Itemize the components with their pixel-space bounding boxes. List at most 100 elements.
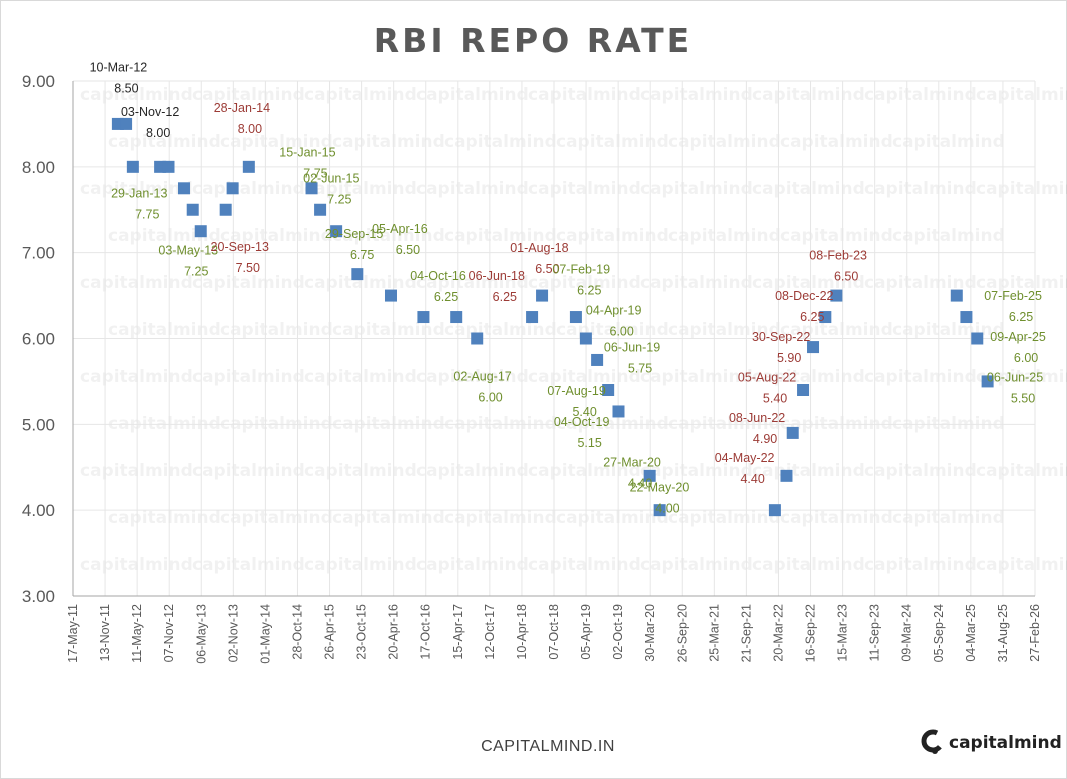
data-label-date: 04-Oct-16 xyxy=(410,269,466,283)
data-label-date: 29-Sep-15 xyxy=(325,227,383,241)
watermark-text: capitalmind xyxy=(640,85,753,105)
watermark-text: capitalmind xyxy=(80,273,193,293)
watermark-text: capitalmind xyxy=(108,226,221,246)
data-point-marker xyxy=(351,268,364,281)
data-point-marker xyxy=(768,504,781,517)
data-point-marker xyxy=(186,203,199,216)
watermark-text: capitalmind xyxy=(752,179,865,199)
data-label-value: 5.40 xyxy=(572,405,596,419)
watermark-text: capitalmind xyxy=(976,461,1067,481)
data-point-marker xyxy=(950,289,963,302)
x-tick-label: 30-Mar-20 xyxy=(643,604,657,662)
data-label-value: 6.25 xyxy=(577,283,601,297)
data-point-marker xyxy=(305,182,318,195)
watermark-text: capitalmind xyxy=(528,461,641,481)
footer-brand: capitalmind xyxy=(949,733,1062,753)
data-point-marker xyxy=(971,332,984,345)
watermark-text: capitalmind xyxy=(108,132,221,152)
data-label-date: 04-Oct-19 xyxy=(554,415,610,429)
data-point-marker xyxy=(780,469,793,482)
x-tick-label: 06-May-13 xyxy=(194,604,208,664)
x-tick-label: 20-Apr-16 xyxy=(387,604,401,660)
watermark-text: capitalmind xyxy=(416,179,529,199)
watermark-text: capitalmind xyxy=(528,273,641,293)
watermark-text: capitalmind xyxy=(304,461,417,481)
data-label-value: 6.25 xyxy=(434,290,458,304)
data-label-date: 04-Apr-19 xyxy=(586,303,642,317)
y-tick-label: 7.00 xyxy=(22,244,55,263)
x-tick-label: 21-Sep-21 xyxy=(739,604,753,662)
watermark-text: capitalmind xyxy=(192,85,305,105)
x-tick-label: 26-Sep-20 xyxy=(675,604,689,662)
data-label-value: 4.40 xyxy=(740,472,764,486)
watermark-text: capitalmind xyxy=(668,132,781,152)
x-tick-label: 25-Mar-21 xyxy=(707,604,721,662)
watermark-text: capitalmind xyxy=(304,179,417,199)
watermark-text: capitalmind xyxy=(80,179,193,199)
data-label-date: 30-Sep-22 xyxy=(752,330,810,344)
x-tick-label: 17-May-11 xyxy=(66,604,80,663)
data-point-marker xyxy=(807,341,820,354)
watermark-text: capitalmind xyxy=(192,367,305,387)
data-point-marker xyxy=(591,353,604,366)
data-label-date: 03-May-13 xyxy=(158,243,218,257)
data-label-date: 07-Feb-19 xyxy=(552,262,610,276)
watermark-text: capitalmind xyxy=(108,320,221,340)
data-label-value: 6.50 xyxy=(535,262,559,276)
watermark-text: capitalmind xyxy=(892,508,1005,528)
watermark-text: capitalmind xyxy=(416,367,529,387)
data-label-date: 07-Feb-25 xyxy=(984,289,1042,303)
x-tick-label: 02-Oct-19 xyxy=(611,604,625,660)
y-tick-label: 3.00 xyxy=(22,587,55,606)
x-tick-label: 27-Feb-26 xyxy=(1028,604,1042,662)
watermark-text: capitalmind xyxy=(752,555,865,575)
data-label-date: 28-Jan-14 xyxy=(214,101,270,115)
watermark-text: capitalmind xyxy=(864,179,977,199)
y-tick-label: 8.00 xyxy=(22,158,55,177)
data-point-marker xyxy=(219,203,232,216)
x-tick-label: 26-Apr-15 xyxy=(323,604,337,660)
watermark-text: capitalmind xyxy=(556,508,669,528)
footer-source: CAPITALMIND.IN xyxy=(481,738,615,755)
data-label-date: 08-Jun-22 xyxy=(729,411,785,425)
data-point-marker xyxy=(314,203,327,216)
x-tick-label: 20-Mar-22 xyxy=(771,604,785,662)
data-label-value: 8.00 xyxy=(146,126,170,140)
watermark-text: capitalmind xyxy=(528,367,641,387)
watermark-text: capitalmind xyxy=(864,461,977,481)
watermark-text: capitalmind xyxy=(528,555,641,575)
watermark-text: capitalmind xyxy=(780,226,893,246)
data-label-date: 29-Jan-13 xyxy=(111,187,167,201)
data-label-date: 06-Jun-25 xyxy=(987,370,1043,384)
x-tick-label: 05-Apr-19 xyxy=(579,604,593,660)
data-label-date: 20-Sep-13 xyxy=(211,240,269,254)
watermark-text: capitalmind xyxy=(864,367,977,387)
watermark-text: capitalmind xyxy=(528,179,641,199)
chart-title: RBI REPO RATE xyxy=(374,21,692,60)
watermark-text: capitalmind xyxy=(892,226,1005,246)
y-axis-tick-labels: 3.00 4.00 5.00 6.00 7.00 8.00 9.00 xyxy=(22,72,55,606)
watermark-text: capitalmind xyxy=(892,132,1005,152)
watermark-text: capitalmind xyxy=(192,555,305,575)
x-tick-label: 07-Nov-12 xyxy=(162,604,176,662)
watermark-text: capitalmind xyxy=(416,555,529,575)
x-tick-label: 09-Mar-24 xyxy=(900,604,914,662)
y-tick-label: 9.00 xyxy=(22,72,55,91)
axes xyxy=(72,81,1035,597)
watermark-text: capitalmind xyxy=(976,85,1067,105)
watermark-text: capitalmind xyxy=(752,85,865,105)
watermark-text: capitalmind xyxy=(864,555,977,575)
watermark-text: capitalmind xyxy=(416,85,529,105)
x-tick-label: 07-Oct-18 xyxy=(547,604,561,660)
watermark-text: capitalmind xyxy=(416,461,529,481)
data-label-date: 03-Nov-12 xyxy=(121,105,179,119)
data-label-value: 4.90 xyxy=(753,432,777,446)
data-label-date: 08-Dec-22 xyxy=(775,289,833,303)
data-label-value: 5.15 xyxy=(577,436,601,450)
data-label-date: 27-Mar-20 xyxy=(603,455,661,469)
x-tick-label: 11-May-12 xyxy=(130,604,144,663)
x-tick-label: 16-Sep-22 xyxy=(804,604,818,662)
x-tick-label: 05-Sep-24 xyxy=(932,604,946,662)
data-label-value: 4.40 xyxy=(628,476,652,490)
